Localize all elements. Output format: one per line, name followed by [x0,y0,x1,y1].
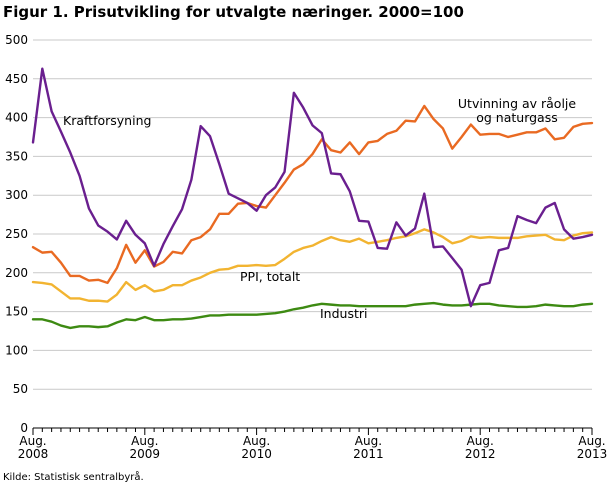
series-label-industri: Industri [320,306,368,321]
y-tick-label-50: 50 [13,382,28,396]
chart-title: Figur 1. Prisutvikling for utvalgte næri… [3,3,464,21]
x-tick-label-month: Aug. [467,434,494,448]
y-tick-label-500: 500 [5,33,28,47]
x-tick-label-month: Aug. [131,434,158,448]
x-tick-label-year: 2008 [18,447,49,461]
series-lines [31,67,594,330]
y-tick-label-100: 100 [5,343,28,357]
x-tick-label-month: Aug. [243,434,270,448]
series-line-industri [31,301,594,330]
series-label-ppi: PPI, totalt [240,269,300,284]
x-tick-label-year: 2009 [130,447,161,461]
y-tick-label-450: 450 [5,72,28,86]
y-tick-label-150: 150 [5,305,28,319]
x-tick-label-year: 2013 [577,447,608,461]
x-tick-label-year: 2010 [241,447,272,461]
y-tick-label-400: 400 [5,111,28,125]
series-line-kraftforsyning [31,67,594,308]
series-label-kraftforsyning: Kraftforsyning [63,113,151,128]
source-note: Kilde: Statistisk sentralbyrå. [3,472,144,483]
x-tick-label-year: 2012 [465,447,496,461]
series-label-utvinning: Utvinning av råolje [458,96,576,111]
x-axis-ticks: Aug.2008Aug.2009Aug.2010Aug.2011Aug.2012… [18,428,608,461]
series-line-ppi [31,228,594,303]
series-line-utvinning [31,104,594,285]
y-axis-ticks: 0 50 100 150 200 250 300 350 400 450 500 [5,33,28,435]
y-tick-label-250: 250 [5,227,28,241]
x-tick-label-year: 2011 [353,447,384,461]
y-tick-label-0: 0 [20,421,28,435]
y-tick-label-200: 200 [5,266,28,280]
y-tick-label-350: 350 [5,149,28,163]
x-tick-label-month: Aug. [19,434,46,448]
y-tick-label-300: 300 [5,188,28,202]
x-tick-label-month: Aug. [355,434,382,448]
series-label-utvinning: og naturgass [476,110,558,125]
gridlines [33,39,592,390]
x-tick-label-month: Aug. [578,434,605,448]
